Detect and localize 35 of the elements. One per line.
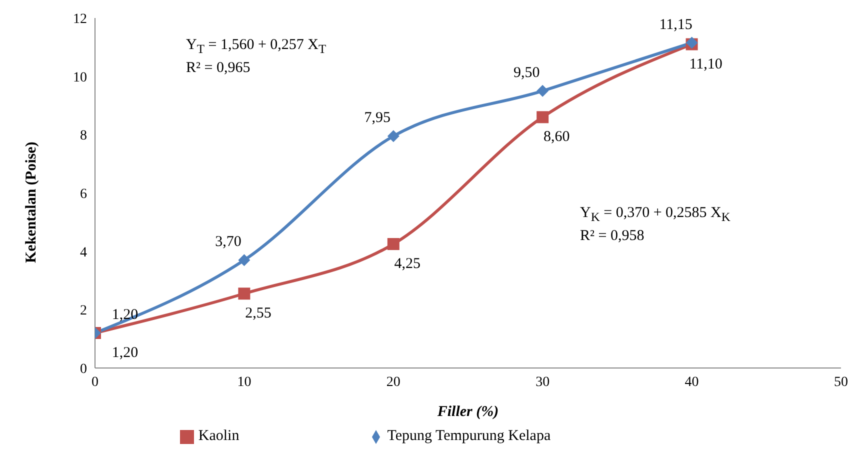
data-label: 2,55 [245, 306, 272, 322]
y-tick-label: 6 [80, 186, 87, 202]
text: Y$_{K}$ = 0,370 + 0,2585 X$_{K}$ R² = 0,958 [580, 205, 730, 244]
data-label: 11,10 [689, 56, 722, 72]
data-label: 1,20 [112, 307, 138, 323]
x-tick-label: 40 [684, 374, 699, 390]
legend-label: Kaolin [198, 428, 240, 444]
data-label: 9,50 [513, 64, 540, 81]
data-label: 8,60 [543, 129, 570, 146]
point [387, 130, 400, 142]
y-tick-label: 12 [73, 12, 87, 27]
x-tick-label: 50 [834, 374, 848, 390]
legend-label: Tepung Tempurung Kelapa [387, 428, 551, 444]
x-axis-title: Filler (%) [436, 404, 499, 420]
point [238, 288, 250, 300]
y-tick-label: 2 [80, 304, 87, 319]
y-axis-title: Kekentalan (Poise) [23, 142, 40, 263]
text: Y$_{T}$ = 1,560 + 0,257 X$_{T}$ R² = 0,965 [186, 37, 326, 76]
y-tick-label: 4 [80, 245, 87, 260]
data-label: 4,25 [394, 256, 421, 272]
y-tick-label: 10 [73, 70, 87, 86]
data-label: 3,70 [215, 234, 242, 250]
x-tick-label: 0 [92, 374, 98, 390]
point [238, 254, 250, 266]
point [536, 84, 549, 97]
data-label: 7,95 [364, 110, 391, 126]
x-tick-label: 20 [386, 374, 400, 390]
x-tick-label: 10 [237, 374, 252, 390]
point [387, 238, 400, 250]
data-label: 1,20 [112, 345, 138, 361]
y-tick-label: 0 [80, 362, 87, 377]
y-tick-label: 8 [80, 128, 87, 144]
point [536, 111, 549, 124]
data-label: 11,15 [659, 16, 692, 33]
x-tick-label: 30 [536, 374, 550, 390]
